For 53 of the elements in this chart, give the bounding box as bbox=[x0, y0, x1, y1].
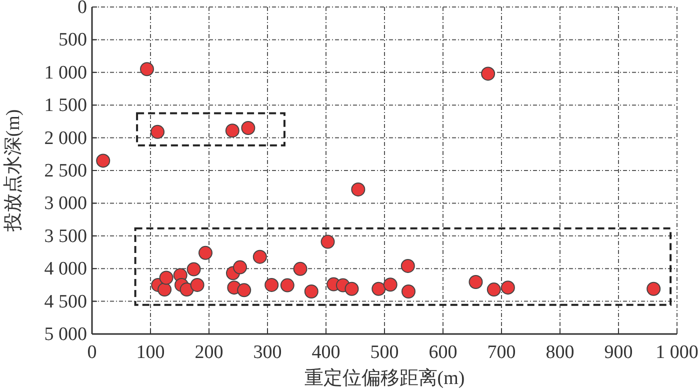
y-tick-label: 3 000 bbox=[44, 193, 87, 214]
point bbox=[159, 270, 174, 285]
y-tick-label: 0 bbox=[78, 0, 87, 18]
y-tick-label: 1 500 bbox=[44, 95, 87, 116]
x-tick-label: 800 bbox=[546, 342, 574, 363]
x-tick-label: 700 bbox=[487, 342, 516, 363]
point bbox=[372, 282, 386, 296]
x-tick-label: 300 bbox=[253, 342, 282, 363]
point bbox=[264, 278, 279, 292]
point bbox=[401, 284, 416, 298]
y-tick-label: 500 bbox=[58, 30, 87, 51]
point bbox=[304, 284, 318, 298]
point bbox=[241, 120, 256, 135]
y-tick-label: 2 000 bbox=[44, 128, 87, 149]
y-tick-label: 1 000 bbox=[44, 62, 87, 84]
point bbox=[351, 182, 366, 196]
point bbox=[481, 66, 496, 81]
y-tick-label: 4 000 bbox=[44, 258, 87, 280]
point bbox=[150, 124, 165, 139]
point bbox=[190, 278, 204, 292]
x-tick-label: 500 bbox=[370, 342, 399, 363]
x-tick-label: 200 bbox=[194, 342, 224, 363]
point bbox=[486, 282, 501, 297]
point bbox=[180, 282, 194, 297]
y-tick-label: 3 500 bbox=[44, 226, 87, 247]
point bbox=[225, 124, 240, 138]
point bbox=[468, 275, 483, 290]
point bbox=[344, 282, 359, 296]
point bbox=[198, 246, 212, 260]
x-axis-title: 重定位偏移距离(m) bbox=[304, 367, 465, 389]
x-tick-label: 1 000 bbox=[656, 342, 698, 363]
y-tick-label: 4 500 bbox=[44, 291, 87, 312]
point bbox=[280, 278, 294, 292]
point bbox=[500, 280, 515, 295]
y-tick-label: 5 000 bbox=[44, 324, 87, 345]
point bbox=[252, 250, 267, 264]
x-tick-label: 600 bbox=[428, 342, 458, 363]
point bbox=[96, 154, 110, 168]
point bbox=[383, 278, 398, 292]
point bbox=[186, 262, 201, 276]
point bbox=[320, 234, 335, 249]
y-axis-title: 投放点水深(m) bbox=[3, 109, 24, 233]
point bbox=[400, 258, 415, 273]
point bbox=[158, 282, 172, 297]
point bbox=[140, 62, 154, 76]
x-tick-label: 900 bbox=[604, 342, 633, 363]
point bbox=[237, 283, 252, 298]
x-tick-label: 100 bbox=[136, 342, 165, 363]
x-tick-label: 400 bbox=[312, 342, 340, 363]
point bbox=[293, 262, 308, 276]
point bbox=[233, 260, 248, 274]
point bbox=[646, 282, 661, 296]
y-tick-label: 2 500 bbox=[44, 160, 87, 182]
